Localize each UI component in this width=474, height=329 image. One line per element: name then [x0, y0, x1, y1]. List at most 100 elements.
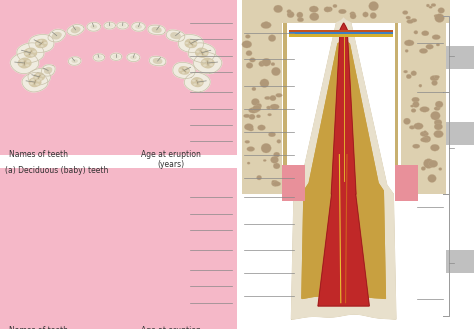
Ellipse shape [434, 123, 443, 130]
Ellipse shape [252, 87, 256, 91]
Polygon shape [29, 35, 54, 52]
Polygon shape [36, 39, 47, 47]
Ellipse shape [247, 147, 255, 151]
Bar [283, 23, 287, 164]
Ellipse shape [27, 60, 30, 63]
Ellipse shape [270, 95, 276, 101]
Ellipse shape [34, 77, 37, 79]
Ellipse shape [270, 104, 279, 110]
Ellipse shape [407, 19, 413, 23]
Ellipse shape [402, 178, 412, 184]
Ellipse shape [403, 118, 410, 124]
Ellipse shape [36, 83, 39, 86]
Ellipse shape [20, 60, 24, 62]
Ellipse shape [363, 12, 368, 17]
Ellipse shape [268, 132, 275, 137]
Bar [395, 23, 398, 164]
Ellipse shape [297, 17, 304, 22]
Ellipse shape [36, 74, 39, 76]
Polygon shape [10, 52, 39, 74]
Bar [401, 7, 446, 194]
Ellipse shape [430, 144, 439, 151]
Polygon shape [52, 33, 61, 39]
Ellipse shape [266, 106, 271, 109]
Polygon shape [185, 39, 197, 47]
Ellipse shape [33, 50, 36, 53]
Ellipse shape [273, 5, 283, 13]
Polygon shape [302, 40, 385, 298]
Ellipse shape [434, 130, 443, 138]
Ellipse shape [204, 53, 208, 55]
Polygon shape [67, 24, 84, 35]
Ellipse shape [333, 4, 337, 8]
Ellipse shape [409, 126, 415, 129]
Ellipse shape [36, 43, 39, 45]
Polygon shape [191, 78, 203, 87]
Ellipse shape [193, 83, 197, 86]
Ellipse shape [248, 127, 254, 131]
Ellipse shape [438, 8, 445, 13]
Ellipse shape [183, 67, 186, 69]
Ellipse shape [423, 136, 431, 142]
Bar [446, 250, 474, 273]
Ellipse shape [264, 96, 271, 100]
Ellipse shape [410, 105, 414, 107]
Ellipse shape [434, 14, 438, 17]
Ellipse shape [338, 9, 346, 14]
Polygon shape [193, 52, 222, 74]
Ellipse shape [414, 31, 418, 34]
Ellipse shape [436, 43, 440, 46]
Bar [446, 122, 474, 145]
Ellipse shape [130, 56, 137, 60]
Ellipse shape [434, 75, 439, 78]
Ellipse shape [260, 79, 269, 88]
Ellipse shape [25, 53, 28, 55]
Ellipse shape [404, 40, 414, 46]
Ellipse shape [420, 107, 429, 112]
Ellipse shape [431, 4, 436, 7]
Ellipse shape [429, 6, 432, 8]
Ellipse shape [203, 64, 207, 66]
Ellipse shape [242, 41, 252, 48]
Bar [289, 30, 393, 32]
Ellipse shape [119, 23, 126, 28]
Polygon shape [318, 23, 369, 306]
Bar [242, 0, 450, 23]
Polygon shape [178, 35, 203, 52]
Ellipse shape [325, 8, 330, 12]
Text: Names of teeth: Names of teeth [9, 150, 68, 159]
Ellipse shape [246, 35, 250, 38]
Polygon shape [68, 57, 81, 65]
Ellipse shape [276, 69, 280, 71]
Ellipse shape [428, 174, 436, 183]
Ellipse shape [40, 45, 44, 47]
Polygon shape [41, 65, 55, 76]
Text: Age at eruption
(years): Age at eruption (years) [141, 150, 201, 169]
Polygon shape [93, 54, 105, 61]
Ellipse shape [31, 79, 35, 81]
Ellipse shape [328, 7, 332, 12]
Ellipse shape [193, 43, 197, 45]
Ellipse shape [412, 144, 420, 148]
Ellipse shape [272, 67, 281, 76]
Polygon shape [201, 58, 214, 68]
Ellipse shape [324, 7, 331, 12]
Polygon shape [184, 72, 210, 92]
Ellipse shape [261, 22, 271, 29]
Bar [282, 164, 305, 201]
Ellipse shape [199, 83, 202, 85]
Bar [283, 23, 287, 164]
Ellipse shape [251, 98, 259, 106]
Ellipse shape [426, 44, 433, 49]
Ellipse shape [434, 119, 442, 126]
Polygon shape [117, 22, 128, 29]
Ellipse shape [287, 10, 292, 13]
Ellipse shape [26, 64, 29, 66]
Text: Age at eruption
(months): Age at eruption (months) [141, 326, 201, 329]
Polygon shape [302, 40, 385, 298]
Ellipse shape [412, 101, 419, 108]
Text: (a) Deciduous (baby) teeth: (a) Deciduous (baby) teeth [5, 166, 108, 175]
Ellipse shape [135, 25, 142, 29]
Ellipse shape [202, 60, 206, 63]
Ellipse shape [430, 112, 440, 120]
